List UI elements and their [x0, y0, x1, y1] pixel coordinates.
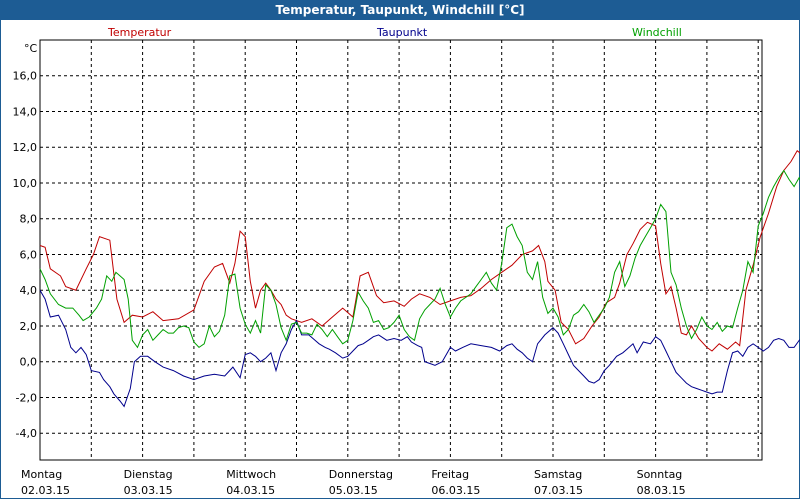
series-line-windchill: [39, 169, 800, 349]
x-tick-date: 04.03.15: [226, 484, 275, 497]
legend-taupunkt: Taupunkt: [376, 26, 428, 39]
plot-area: [39, 39, 763, 461]
x-tick-day: Donnerstag: [329, 468, 393, 481]
axis-ticks: 16,0 14,0 12,0 10,0 8,0 6,0 4,0 2,0 0,0 -2,0 -4,0 M…: [13, 70, 686, 497]
y-tick-label: -2,0: [16, 391, 37, 404]
x-tick-date: 05.03.15: [329, 484, 378, 497]
series-group: [39, 150, 800, 408]
y-tick-label: 4,0: [20, 284, 38, 297]
x-tick-day: Dienstag: [124, 468, 173, 481]
y-tick-label: 16,0: [13, 70, 38, 83]
y-tick-label: 14,0: [13, 105, 38, 118]
x-tick-day: Mittwoch: [226, 468, 276, 481]
grid-lines: [40, 40, 762, 460]
series-line-taupunkt: [39, 289, 800, 408]
x-tick-day: Samstag: [534, 468, 582, 481]
x-tick-day: Sonntag: [637, 468, 683, 481]
y-tick-label: 2,0: [20, 320, 38, 333]
y-axis-unit-label: °C: [24, 42, 38, 55]
x-tick-day: Montag: [21, 468, 62, 481]
y-tick-label: 0,0: [20, 356, 38, 369]
y-tick-label: -4,0: [16, 427, 37, 440]
legend-windchill: Windchill: [632, 26, 682, 39]
x-tick-date: 07.03.15: [534, 484, 583, 497]
y-tick-label: 6,0: [20, 248, 38, 261]
x-tick-date: 02.03.15: [21, 484, 70, 497]
y-tick-label: 8,0: [20, 213, 38, 226]
y-tick-label: 12,0: [13, 141, 38, 154]
x-tick-date: 08.03.15: [637, 484, 686, 497]
chart-window-title: Temperatur, Taupunkt, Windchill [°C]: [0, 0, 800, 20]
x-tick-date: 03.03.15: [124, 484, 173, 497]
x-tick-day: Freitag: [431, 468, 469, 481]
x-tick-date: 06.03.15: [431, 484, 480, 497]
y-tick-label: 10,0: [13, 177, 38, 190]
legend-temperatur: Temperatur: [107, 26, 172, 39]
